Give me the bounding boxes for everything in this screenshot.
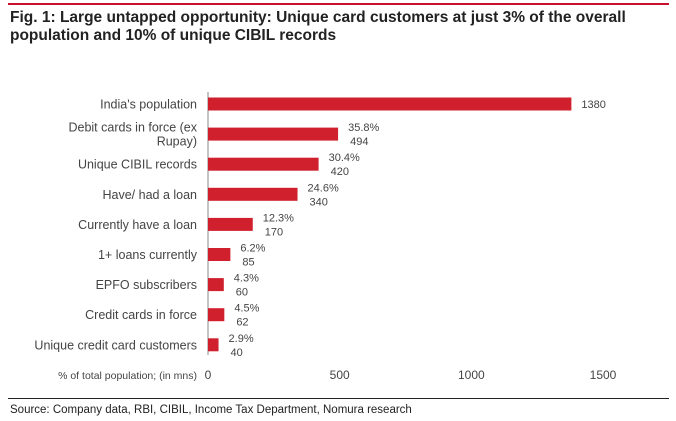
category-label: Debit cards in force (ex Rupay) (68, 121, 197, 149)
source-note: Source: Company data, RBI, CIBIL, Income… (10, 404, 412, 416)
bar (208, 248, 231, 261)
category-label: 1+ loans currently (98, 248, 198, 262)
bar (208, 187, 298, 201)
category-label: Have/ had a loan (102, 188, 197, 202)
bar (208, 278, 224, 292)
percent-label: 24.6% (308, 182, 339, 194)
value-label: 340 (310, 196, 328, 208)
x-tick-label: 1500 (590, 368, 617, 382)
category-label: Unique credit card customers (34, 338, 197, 352)
percent-label: 6.2% (240, 243, 265, 255)
percent-label: 4.5% (234, 303, 259, 315)
value-label: 85 (242, 257, 254, 269)
x-axis-label: % of total population; (in mns) (58, 370, 197, 382)
value-label: 494 (350, 136, 368, 148)
bar (208, 217, 253, 231)
percent-label: 30.4% (329, 152, 360, 164)
category-label: India's population (100, 98, 197, 112)
bar (208, 127, 339, 141)
percent-label: 4.3% (234, 273, 259, 285)
bar (208, 157, 319, 171)
bar (208, 338, 219, 352)
figure-title: Fig. 1: Large untapped opportunity: Uniq… (10, 9, 626, 44)
x-tick-label: 0 (205, 368, 212, 382)
x-tick-label: 1000 (458, 368, 485, 382)
percent-label: 2.9% (229, 333, 254, 345)
category-label: Credit cards in force (85, 308, 197, 322)
value-label: 420 (331, 166, 349, 178)
bar (208, 308, 225, 322)
percent-label: 35.8% (348, 122, 379, 134)
percent-label: 12.3% (263, 212, 294, 224)
x-tick-label: 500 (330, 368, 350, 382)
value-label: 62 (236, 317, 248, 329)
category-label: Currently have a loan (78, 218, 197, 232)
value-label: 170 (265, 226, 283, 238)
value-label: 40 (231, 347, 243, 359)
category-label: EPFO subscribers (96, 278, 197, 292)
value-label: 1380 (581, 99, 605, 111)
category-label: Unique CIBIL records (78, 158, 197, 172)
bar (208, 97, 572, 111)
value-label: 60 (236, 287, 248, 299)
bottom-rule (8, 398, 669, 399)
top-rule (8, 3, 669, 5)
